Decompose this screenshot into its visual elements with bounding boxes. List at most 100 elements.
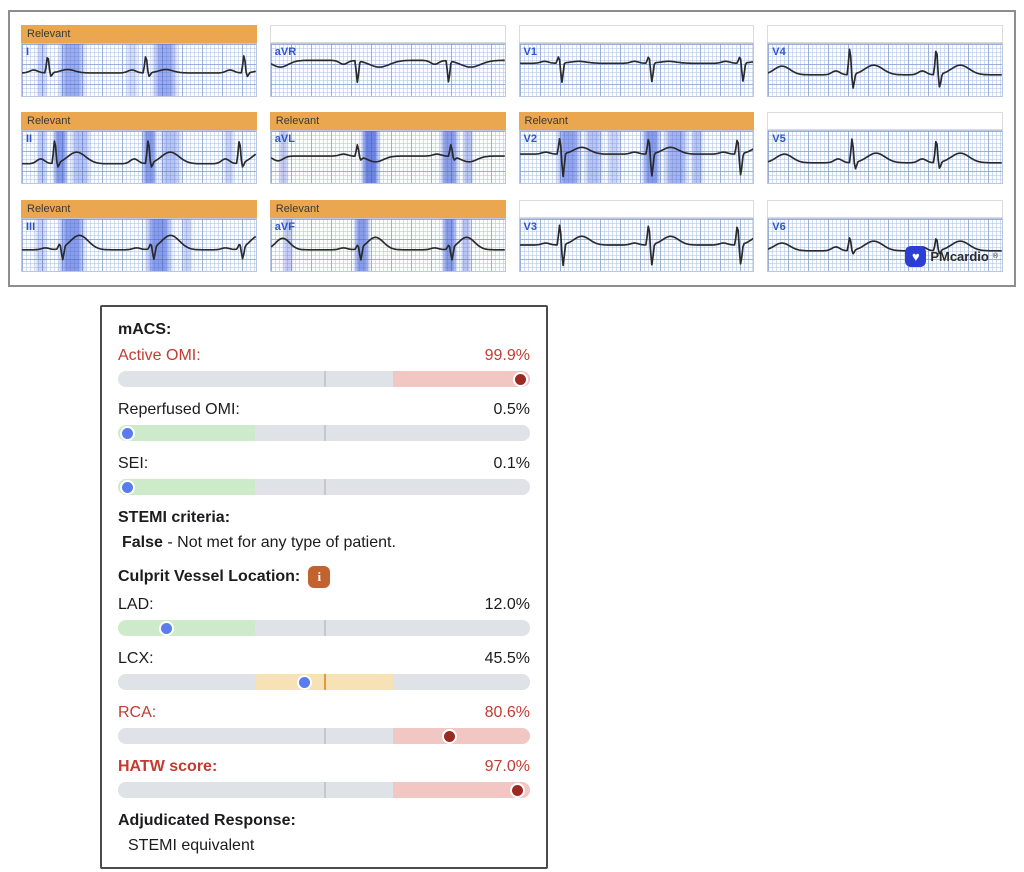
lead-header-empty <box>767 25 1003 43</box>
score-block-rca: RCA: 80.6% <box>118 702 530 744</box>
ecg-lead-cell-II: Relevant II <box>21 112 257 185</box>
score-bar <box>118 371 530 387</box>
ecg-waveform-III <box>22 234 256 261</box>
score-line: Active OMI: 99.9% <box>118 345 530 367</box>
score-block-lcx: LCX: 45.5% <box>118 648 530 690</box>
ecg-waveform-V6 <box>768 236 1002 255</box>
score-label: LAD: <box>118 596 154 613</box>
ecg-lead-cell-V1: V1 <box>518 25 755 97</box>
relevant-banner: Relevant <box>269 112 506 131</box>
macs-title: mACS: <box>118 321 172 338</box>
lead-label-V5: V5 <box>772 133 786 146</box>
lead-label-aVL: aVL <box>274 133 295 146</box>
ecg-waveform-V2 <box>519 138 754 178</box>
bar-midpoint-tick <box>324 674 326 690</box>
score-label: RCA: <box>118 704 157 721</box>
score-block-activeomi: Active OMI: 99.9% <box>118 345 530 387</box>
detail-text-rest: STEMI equivalent <box>128 837 255 854</box>
ecg-strip-V3: V3 <box>518 217 755 272</box>
ecg-waveform-V4 <box>768 48 1002 89</box>
score-label: SEI: <box>118 455 149 472</box>
bar-zone-high <box>392 479 530 495</box>
bar-zone-mid <box>255 674 393 690</box>
bar-midpoint-tick <box>324 479 326 495</box>
section-heading-with-info: Culprit Vessel Location: i <box>118 565 530 589</box>
score-marker-dot <box>513 371 528 387</box>
lead-label-aVR: aVR <box>274 46 297 58</box>
score-value: 0.5% <box>493 401 530 418</box>
bar-zone-mid <box>255 620 393 636</box>
score-bar <box>118 479 530 495</box>
ecg-strip-aVL: aVL <box>269 130 506 185</box>
bar-midpoint-tick <box>324 728 326 744</box>
ecg-strip-V1: V1 <box>518 43 755 97</box>
bar-zone-high <box>392 371 530 387</box>
ecg-lead-cell-V5: V5 <box>767 112 1003 185</box>
ecg-strip-I: I <box>21 43 257 97</box>
lead-label-V6: V6 <box>772 220 786 233</box>
lead-header-empty <box>269 25 506 43</box>
bar-zone-low <box>118 479 256 495</box>
info-icon[interactable]: i <box>308 566 331 588</box>
score-line: RCA: 80.6% <box>118 702 530 724</box>
score-bar <box>118 620 530 636</box>
score-label: Reperfused OMI: <box>118 401 240 418</box>
registered-mark: ® <box>992 252 998 260</box>
lead-label-II: II <box>26 133 33 146</box>
macs-rows: Active OMI: 99.9% Reperfused OMI: 0.5% SEI: 0… <box>118 345 530 857</box>
score-bar <box>118 425 530 441</box>
score-line: Reperfused OMI: 0.5% <box>118 399 530 421</box>
ecg-waveform-aVL <box>270 144 505 163</box>
lead-label-III: III <box>26 220 36 233</box>
pmcardio-logo-text: PMcardio <box>930 248 989 264</box>
lead-header-empty <box>518 199 755 218</box>
relevant-banner: Relevant <box>518 112 755 131</box>
score-value: 45.5% <box>484 650 530 667</box>
score-label: Active OMI: <box>118 347 201 364</box>
score-marker-dot <box>159 620 175 636</box>
score-bar <box>118 728 530 744</box>
bar-zone-high <box>392 425 530 441</box>
ecg-waveform-II <box>22 140 256 169</box>
ecg-strip-III: III <box>21 217 257 272</box>
section-heading: Adjudicated Response: <box>118 812 296 829</box>
score-marker-dot <box>120 425 135 441</box>
bar-zone-high <box>392 620 530 636</box>
ecg-panel: Relevant I Relevant II Relevant III aVR Relevan… <box>8 10 1016 287</box>
bar-zone-low <box>118 674 256 690</box>
lead-label-I: I <box>26 46 30 58</box>
lead-label-V3: V3 <box>523 220 537 233</box>
bar-midpoint-tick <box>324 620 326 636</box>
ecg-lead-cell-V4: V4 <box>767 25 1003 97</box>
ecg-lead-cell-aVR: aVR <box>269 25 506 97</box>
bar-zone-low <box>118 425 256 441</box>
lead-header-empty <box>518 25 755 43</box>
lead-label-V1: V1 <box>523 46 537 58</box>
ecg-waveform-V3 <box>519 224 754 266</box>
bar-zone-mid <box>255 782 393 798</box>
relevant-banner: Relevant <box>21 112 257 131</box>
score-block-lad: LAD: 12.0% <box>118 594 530 636</box>
score-value: 80.6% <box>484 704 530 721</box>
score-line: LAD: 12.0% <box>118 594 530 616</box>
ecg-lead-cell-I: Relevant I <box>21 25 257 97</box>
ecg-lead-cell-V2: Relevant V2 <box>518 112 755 185</box>
ecg-strip-V6: V6 ♥ PMcardio ® <box>767 217 1003 272</box>
ecg-waveform-aVF <box>270 236 505 261</box>
ecg-strip-V5: V5 <box>767 130 1003 185</box>
ecg-waveform-V1 <box>519 56 754 84</box>
score-marker-dot <box>509 782 525 798</box>
ecg-waveform-V5 <box>768 138 1002 170</box>
bar-midpoint-tick <box>324 425 326 441</box>
bar-midpoint-tick <box>324 371 326 387</box>
ecg-lead-cell-III: Relevant III <box>21 199 257 272</box>
bar-zone-high <box>392 782 530 798</box>
bar-zone-low <box>118 728 256 744</box>
pmcardio-logo: ♥ PMcardio ® <box>905 245 998 267</box>
lead-header-empty <box>767 112 1003 131</box>
score-bar <box>118 674 530 690</box>
score-marker-dot <box>120 479 135 495</box>
detail-text: False - Not met for any type of patient. <box>118 532 530 554</box>
ecg-lead-cell-V3: V3 <box>518 199 755 272</box>
